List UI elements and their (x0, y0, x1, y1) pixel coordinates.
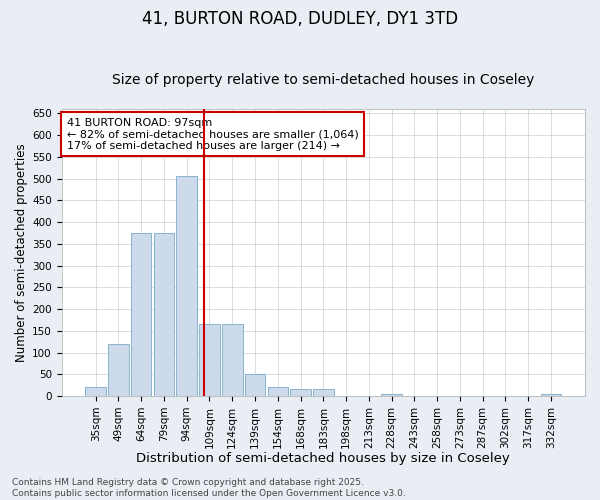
Bar (199, 324, 220, 396)
Bar (268, 388, 288, 396)
Bar (154, 233, 174, 396)
Text: 41 BURTON ROAD: 97sqm
← 82% of semi-detached houses are smaller (1,064)
17% of s: 41 BURTON ROAD: 97sqm ← 82% of semi-deta… (67, 118, 359, 151)
Title: Size of property relative to semi-detached houses in Coseley: Size of property relative to semi-detach… (112, 73, 535, 87)
Text: Contains HM Land Registry data © Crown copyright and database right 2025.
Contai: Contains HM Land Registry data © Crown c… (12, 478, 406, 498)
Bar (108, 344, 128, 396)
Bar (131, 233, 151, 396)
X-axis label: Distribution of semi-detached houses by size in Coseley: Distribution of semi-detached houses by … (136, 452, 510, 465)
Bar (85, 388, 106, 396)
Bar (290, 390, 311, 396)
Bar (245, 374, 265, 396)
Bar (313, 390, 334, 396)
Text: 41, BURTON ROAD, DUDLEY, DY1 3TD: 41, BURTON ROAD, DUDLEY, DY1 3TD (142, 10, 458, 28)
Bar (541, 394, 561, 396)
Bar (176, 176, 197, 396)
Bar (222, 324, 242, 396)
Y-axis label: Number of semi-detached properties: Number of semi-detached properties (15, 143, 28, 362)
Bar (382, 394, 402, 396)
